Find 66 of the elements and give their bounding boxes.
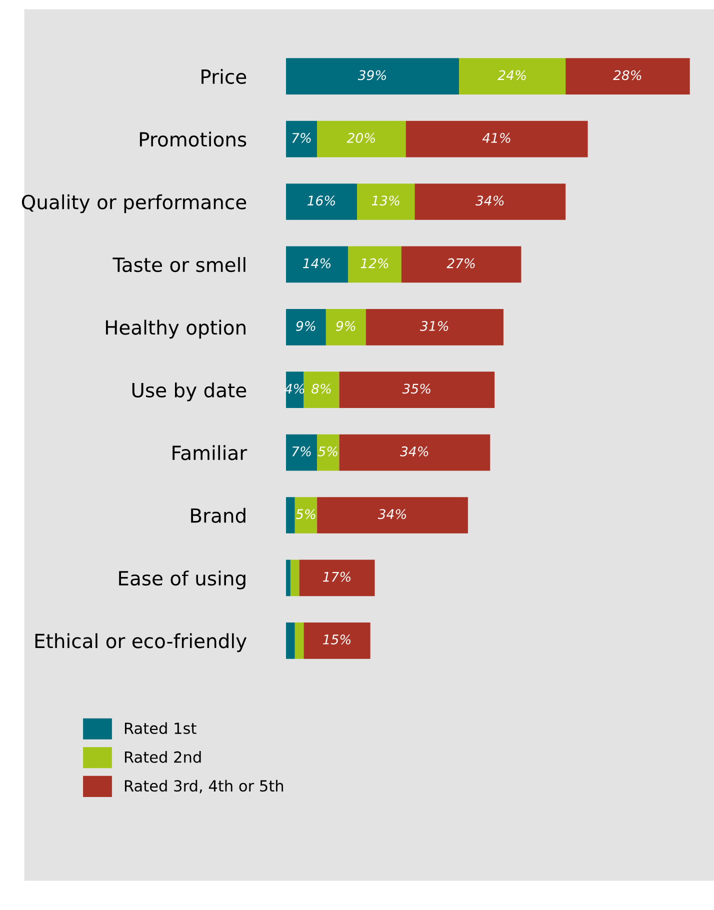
bar [304,622,370,659]
bar [317,497,468,534]
bar [299,560,375,596]
data-label: 5% [296,509,316,520]
y-tick-label: Healthy option [106,320,246,339]
data-label: 7% [292,132,311,143]
y-tick-label: Ease of using [119,570,246,590]
y-tick-label: Quality or performance [22,194,246,214]
legend-label: Rated 2nd [124,751,201,763]
bar [566,58,690,95]
bar [357,184,415,220]
bar [339,372,495,408]
data-label: 7% [292,446,311,456]
bar [290,560,300,596]
bar [366,308,504,346]
bar [414,184,566,220]
data-label: 8% [311,384,331,394]
data-label: 20% [346,132,375,143]
y-tick-label: Use by date [132,382,246,402]
bar [286,246,348,283]
data-label: 28% [613,70,642,80]
data-label: 34% [400,446,428,456]
data-label: 9% [336,321,356,331]
bar [286,560,290,596]
y-tick-label: Brand [191,508,246,523]
data-label: 17% [323,572,350,582]
data-label: 31% [420,321,448,331]
bar [286,622,295,659]
bar [459,58,566,95]
data-label: 15% [323,634,350,644]
bar [317,434,340,471]
bar [286,120,318,158]
data-label: 34% [476,196,504,206]
data-label: 14% [303,258,331,268]
bar [304,372,340,408]
legend-label: Rated 1st [124,722,196,734]
bar [339,434,490,471]
bar [286,434,318,471]
bar [406,120,588,158]
data-label: 39% [358,70,386,80]
data-label: 5% [318,446,338,456]
bar [286,308,326,346]
bar [294,497,318,534]
legend-label: Rated 3rd, 4th or 5th [124,780,284,794]
bar [286,497,295,534]
bar [401,246,522,283]
data-label: 34% [378,509,406,520]
data-label: 16% [307,196,335,206]
y-tick-label: Familiar [172,445,248,460]
y-tick-label: Promotions [140,132,246,147]
bar [317,120,406,158]
y-tick-label: Taste or smell [112,257,246,272]
data-label: 27% [446,258,475,268]
bar [294,622,304,659]
y-tick-label: Price [202,68,246,84]
bar [286,184,358,220]
data-label: 13% [372,196,400,206]
bar [326,308,366,346]
data-label: 12% [360,258,388,268]
y-tick-label: Ethical or eco-friendly [35,633,247,652]
data-label: 35% [402,384,430,394]
bar [348,246,402,283]
data-label: 24% [498,70,526,80]
data-label: 9% [296,321,316,331]
bar [286,58,460,95]
data-label: 41% [482,132,510,143]
